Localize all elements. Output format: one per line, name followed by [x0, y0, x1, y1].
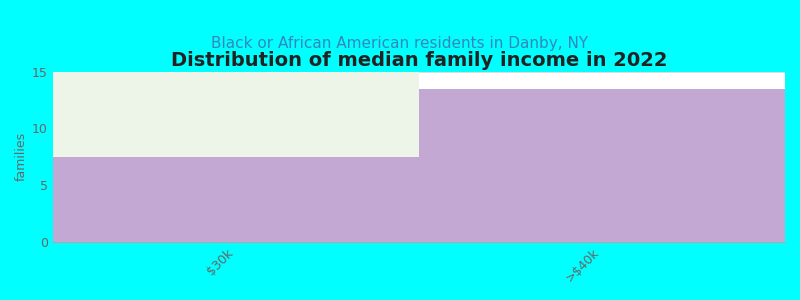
- Text: Black or African American residents in Danby, NY: Black or African American residents in D…: [211, 36, 589, 51]
- Bar: [419, 88, 785, 242]
- Bar: [53, 72, 419, 242]
- Bar: [53, 157, 419, 242]
- Title: Distribution of median family income in 2022: Distribution of median family income in …: [170, 51, 667, 70]
- Y-axis label: families: families: [15, 132, 28, 181]
